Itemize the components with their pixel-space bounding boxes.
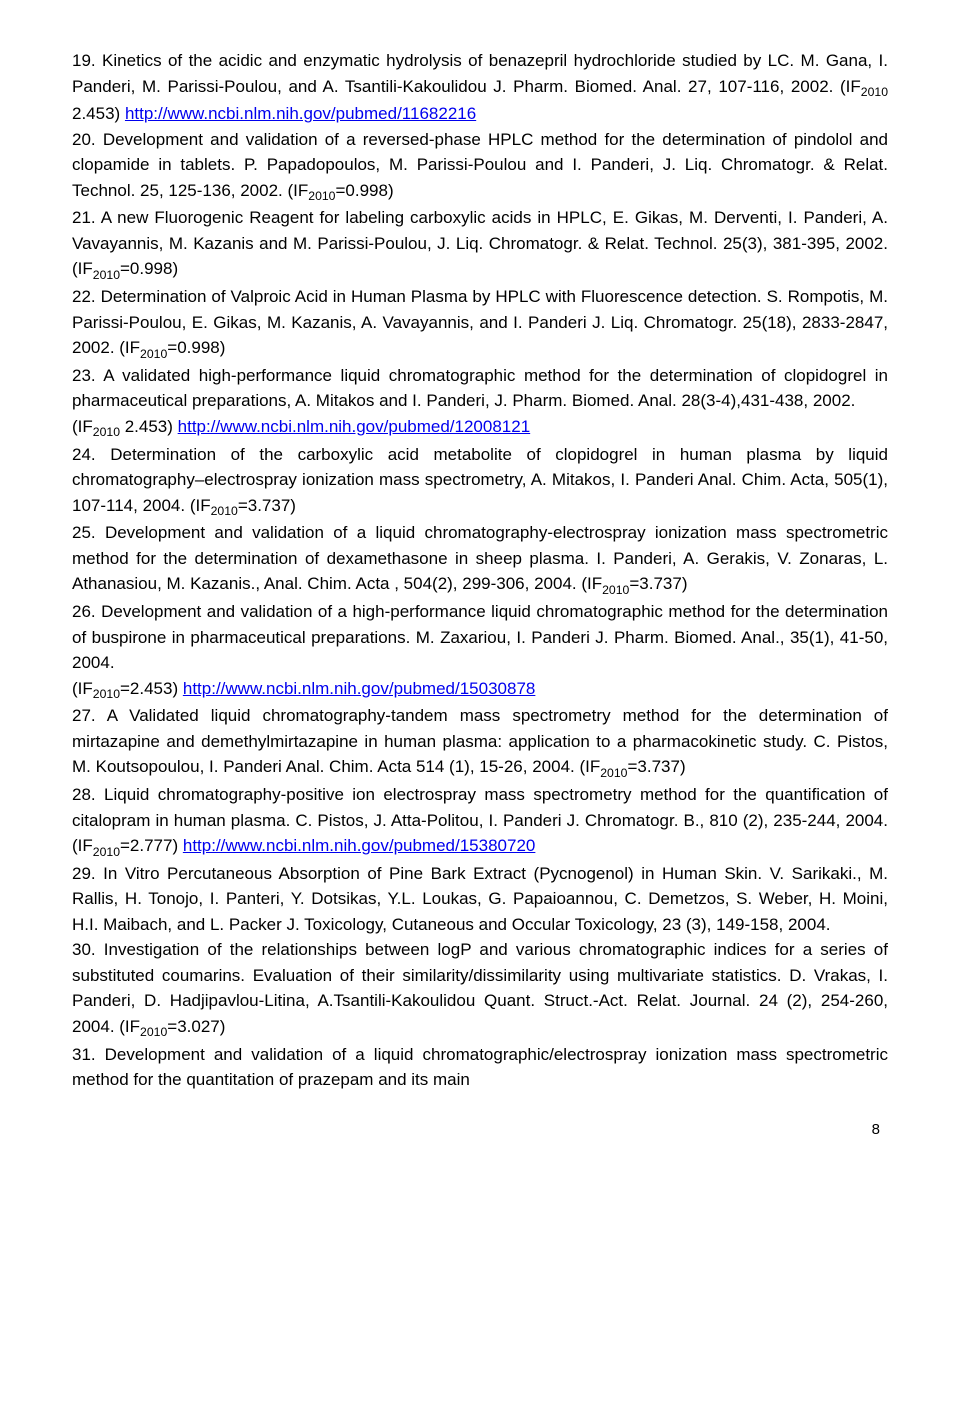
- subscript-text: 2010: [93, 425, 120, 439]
- reference-item: 26. Development and validation of a high…: [72, 599, 888, 703]
- reference-text-tail: =3.737): [238, 496, 296, 515]
- subscript-text: 2010: [140, 347, 167, 361]
- page-number: 8: [72, 1121, 888, 1138]
- reference-text: 31. Development and validation of a liqu…: [72, 1045, 888, 1090]
- reference-text-tail: 2.453): [120, 417, 178, 436]
- references-content: 19. Kinetics of the acidic and enzymatic…: [72, 48, 888, 1093]
- reference-text: 21. A new Fluorogenic Reagent for labeli…: [72, 208, 888, 278]
- reference-link[interactable]: http://www.ncbi.nlm.nih.gov/pubmed/12008…: [178, 417, 531, 436]
- reference-item: 31. Development and validation of a liqu…: [72, 1042, 888, 1093]
- reference-item: 27. A Validated liquid chromatography-ta…: [72, 703, 888, 782]
- reference-text-tail: =2.777): [120, 836, 183, 855]
- reference-text: 27. A Validated liquid chromatography-ta…: [72, 706, 888, 776]
- reference-item: 28. Liquid chromatography-positive ion e…: [72, 782, 888, 861]
- subscript-text: 2010: [211, 504, 238, 518]
- subscript-text: 2010: [140, 1025, 167, 1039]
- subscript-text: 2010: [93, 268, 120, 282]
- reference-item: 29. In Vitro Percutaneous Absorption of …: [72, 861, 888, 938]
- reference-item: 19. Kinetics of the acidic and enzymatic…: [72, 48, 888, 127]
- reference-text: 20. Development and validation of a reve…: [72, 130, 888, 200]
- reference-item: 21. A new Fluorogenic Reagent for labeli…: [72, 205, 888, 284]
- reference-link[interactable]: http://www.ncbi.nlm.nih.gov/pubmed/11682…: [125, 104, 476, 123]
- reference-item: 23. A validated high-performance liquid …: [72, 363, 888, 442]
- subscript-text: 2010: [602, 583, 629, 597]
- reference-text-tail: =0.998): [335, 181, 393, 200]
- reference-link[interactable]: http://www.ncbi.nlm.nih.gov/pubmed/15380…: [183, 836, 536, 855]
- reference-link[interactable]: http://www.ncbi.nlm.nih.gov/pubmed/15030…: [183, 679, 536, 698]
- reference-text: 25. Development and validation of a liqu…: [72, 523, 888, 593]
- reference-text-tail: 2.453): [72, 104, 125, 123]
- reference-item: 22. Determination of Valproic Acid in Hu…: [72, 284, 888, 363]
- subscript-text: 2010: [93, 845, 120, 859]
- reference-text-tail: =3.737): [629, 574, 687, 593]
- reference-text-tail: =0.998): [167, 338, 225, 357]
- reference-item: 25. Development and validation of a liqu…: [72, 520, 888, 599]
- subscript-text: 2010: [861, 85, 888, 99]
- reference-text-tail: =3.027): [167, 1017, 225, 1036]
- reference-text-tail: =0.998): [120, 259, 178, 278]
- reference-text-tail: =2.453): [120, 679, 183, 698]
- reference-text: 19. Kinetics of the acidic and enzymatic…: [72, 51, 888, 96]
- reference-text: 29. In Vitro Percutaneous Absorption of …: [72, 864, 888, 934]
- reference-text: 24. Determination of the carboxylic acid…: [72, 445, 888, 515]
- subscript-text: 2010: [600, 766, 627, 780]
- subscript-text: 2010: [93, 687, 120, 701]
- reference-item: 24. Determination of the carboxylic acid…: [72, 442, 888, 521]
- reference-text-tail: =3.737): [627, 757, 685, 776]
- subscript-text: 2010: [308, 189, 335, 203]
- reference-item: 30. Investigation of the relationships b…: [72, 937, 888, 1041]
- reference-item: 20. Development and validation of a reve…: [72, 127, 888, 206]
